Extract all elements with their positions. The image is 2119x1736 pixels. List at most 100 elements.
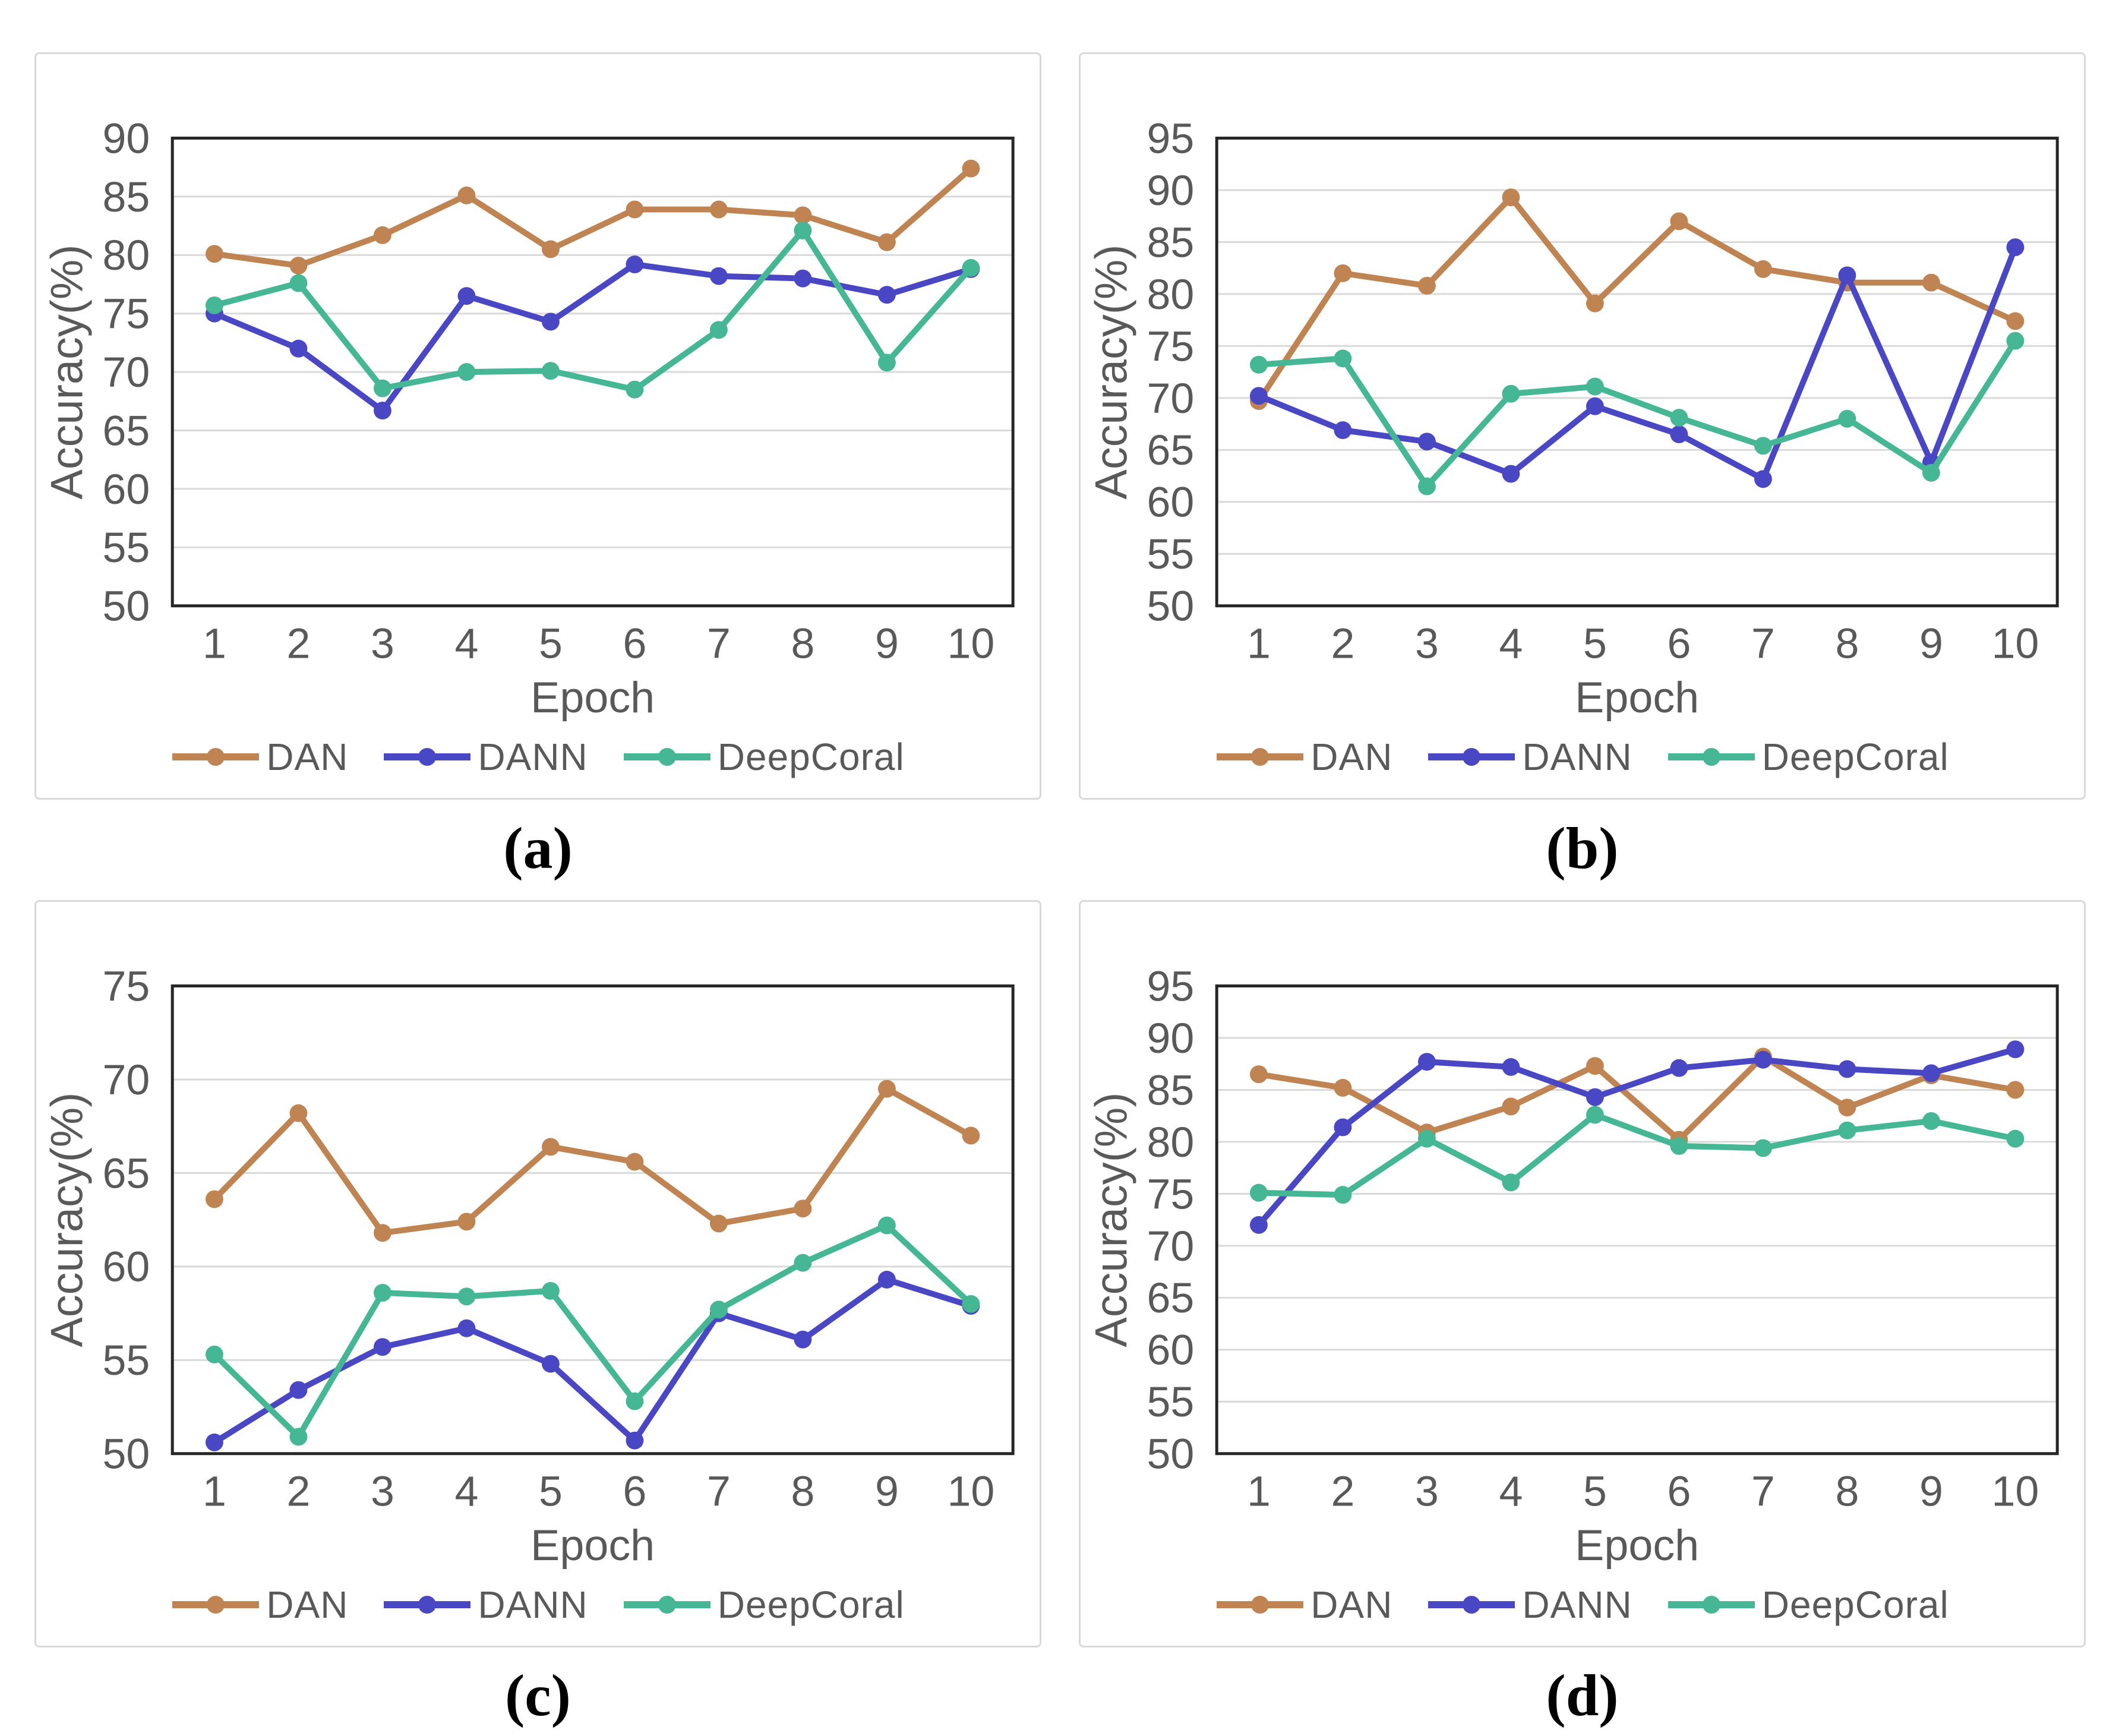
marker-DANN-e6 [626,255,644,274]
marker-DAN-e4 [457,186,476,204]
marker-DeepCoral-e10 [2006,332,2025,350]
marker-DeepCoral-e9 [1922,1112,1940,1130]
y-tick-label: 75 [1147,1170,1195,1218]
legend-entry-DAN: DAN [171,735,348,779]
marker-DeepCoral-e8 [1838,409,1856,428]
marker-DAN-e5 [1586,1057,1604,1075]
marker-DANN-e6 [626,1431,644,1450]
marker-DeepCoral-e4 [1502,384,1520,403]
x-tick-label: 4 [454,620,478,667]
y-tick-label: 75 [103,291,150,338]
marker-DeepCoral-e1 [205,1345,223,1363]
panel-a: 50 55 60 65 70 75 80 85 90 1 2 3 4 5 6 7 8 9 10 Epoch Accura… [34,52,1041,800]
legend-label-DANN: DANN [1522,736,1632,778]
marker-DAN-e2 [289,1104,308,1122]
y-tick-label: 70 [1147,1223,1195,1270]
marker-DAN-e7 [709,1214,728,1233]
marker-DANN-e8 [1838,1060,1856,1078]
marker-DAN-e2 [1334,1079,1352,1097]
x-tick-label: 10 [1992,1467,2039,1515]
marker-DAN-e4 [457,1213,476,1231]
marker-DAN-e4 [1502,188,1520,207]
x-tick-label: 3 [371,1467,394,1515]
marker-DeepCoral-e2 [289,274,308,292]
marker-DAN-e2 [289,257,308,274]
y-axis-label: Accuracy(%) [1087,245,1137,500]
marker-DAN-e10 [2006,1081,2025,1099]
legend-marker-DANN [1463,1596,1481,1614]
marker-DAN-e5 [541,240,560,258]
marker-DANN-e7 [1754,1050,1772,1069]
marker-DANN-e6 [1670,1059,1688,1077]
marker-DeepCoral-e6 [1670,409,1688,427]
marker-DANN-e4 [457,287,476,305]
y-tick-label: 95 [1147,115,1195,162]
marker-DANN-e9 [877,1270,896,1289]
marker-DAN-e5 [1586,294,1604,313]
series-line-DeepCoral [211,1222,974,1440]
x-tick-label: 6 [623,1467,646,1515]
y-tick-label: 85 [1147,219,1195,266]
marker-DANN-e4 [457,1319,476,1337]
marker-DAN-e1 [1249,1065,1268,1084]
y-tick-label: 95 [1147,962,1195,1010]
y-tick-label: 60 [103,466,150,513]
legend-label-DAN: DAN [266,736,349,778]
x-tick-label: 7 [1751,620,1775,667]
marker-DeepCoral-e1 [1249,1183,1268,1202]
y-tick-label: 50 [103,1431,150,1478]
marker-DANN-e4 [1502,1058,1520,1076]
y-tick-label: 65 [103,407,150,454]
marker-DeepCoral-e5 [541,362,560,380]
series-line-DeepCoral [1255,1112,2019,1198]
x-tick-label: 8 [791,620,814,667]
y-tick-label: 55 [103,1337,150,1384]
legend-b: DAN DANN DeepCoral [1081,724,2084,790]
series-line-DANN [1255,1046,2019,1228]
y-tick-label: 65 [1147,427,1195,474]
legend-marker-DAN [207,748,225,766]
x-tick-label: 8 [1835,1467,1859,1515]
x-tick-label: 5 [1583,620,1607,667]
series-line-DeepCoral [211,228,974,393]
marker-DeepCoral-e9 [1922,463,1940,482]
plot-border [1215,137,2059,608]
marker-DAN-e9 [877,1080,896,1098]
series-line-DAN [1255,194,2019,405]
y-tick-label: 85 [1147,1066,1195,1114]
marker-DANN-e8 [794,1330,812,1349]
series-line-DeepCoral [1255,337,2019,490]
x-tick-label: 3 [371,620,394,667]
legend-marker-DAN [1251,748,1269,766]
marker-DeepCoral-e2 [1334,1186,1352,1204]
marker-DAN-e6 [626,200,644,219]
marker-DeepCoral-e8 [1838,1121,1856,1140]
legend-swatch-DeepCoral [1668,1596,1755,1614]
legend-c: DAN DANN DeepCoral [36,1572,1040,1637]
panel-d: 50 55 60 65 70 75 80 85 90 95 1 2 3 4 5 6 7 8 9 10 Epoch Accu… [1079,900,2086,1647]
legend-swatch-DAN [172,748,260,766]
y-tick-label: 65 [1147,1274,1195,1322]
marker-DANN-e1 [1249,387,1268,405]
marker-DeepCoral-e3 [1417,477,1436,495]
y-tick-label: 60 [1147,479,1195,526]
legend-swatch-DANN [1428,748,1515,766]
x-tick-label: 9 [875,620,899,667]
marker-DeepCoral-e7 [1754,437,1772,455]
x-tick-label: 2 [286,1467,310,1515]
marker-DAN-e10 [962,159,980,178]
marker-DAN-e8 [794,206,812,225]
x-tick-label: 9 [875,1467,899,1515]
marker-DANN-e3 [1417,1053,1436,1071]
y-axis-label: Accuracy(%) [42,1093,93,1347]
series-line-DAN [211,1085,974,1236]
y-tick-label: 75 [103,962,150,1010]
marker-DAN-e5 [541,1138,560,1156]
chart-c: 50 55 60 65 70 75 1 2 3 4 5 6 7 8 9 10 Epoch Accuracy(%) [42,962,1015,1570]
marker-DAN-e9 [1922,273,1940,292]
marker-DeepCoral-e2 [289,1428,308,1446]
marker-DANN-e1 [205,1433,223,1451]
marker-DAN-e3 [1417,276,1436,295]
